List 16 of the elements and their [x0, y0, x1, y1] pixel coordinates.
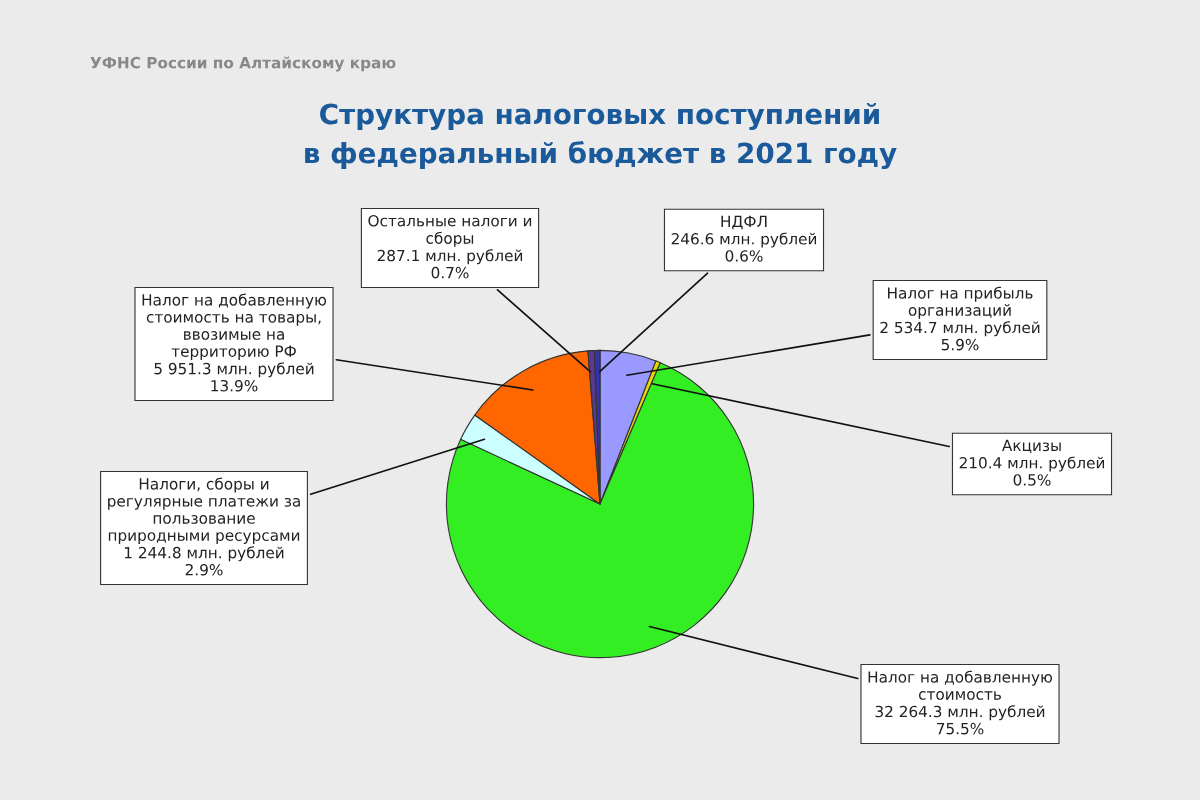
slice-label: Налог на добавленную стоимость: [868, 670, 1053, 700]
data-label: 32 264.3 млн. рублей 75.5%: [875, 705, 1045, 735]
slice-label: НДФЛ: [721, 215, 767, 230]
slice-label: Акцизы: [1002, 439, 1061, 454]
data-label: 287.1 млн. рублей 0.7%: [377, 249, 523, 279]
chart-title: Структура налоговых поступлений в федеральный бюджет в 2021 году: [305, 102, 897, 170]
data-label: 246.6 млн. рублей 0.6%: [671, 232, 817, 262]
data-label: 1 244.8 млн. рублей 2.9%: [124, 546, 284, 576]
text: УФНС России по Алтайскому краю: [90, 56, 396, 72]
slice-label: Налоги, сборы и регулярные платежи за пользование природными ресурсами: [108, 477, 300, 544]
data-label: 2 534.7 млн. рублей 5.9%: [880, 321, 1040, 351]
slice-label: Остальные налоги и сборы: [368, 214, 532, 247]
data-label: 210.4 млн. рублей 0.5%: [959, 456, 1105, 486]
data-label: 5 951.3 млн. рублей 13.9%: [154, 362, 314, 392]
slice-label: Налог на добавленную стоимость на товары, ввозимые на территорию РФ: [142, 293, 327, 360]
slice-label: Налог на прибыль организаций: [888, 286, 1033, 319]
